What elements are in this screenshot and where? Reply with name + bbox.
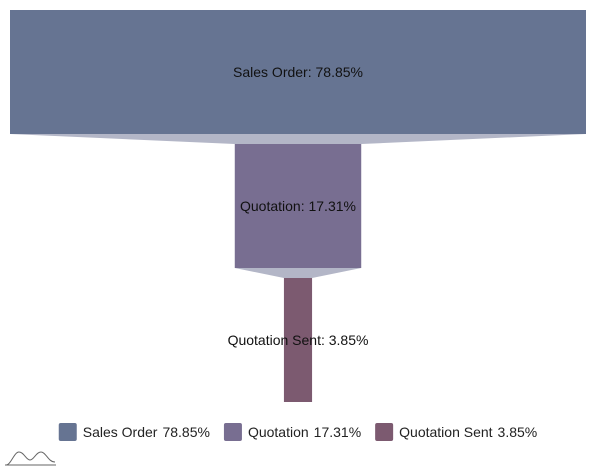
legend-label: Quotation bbox=[248, 424, 309, 440]
funnel-bar bbox=[10, 10, 586, 134]
funnel-bars bbox=[10, 10, 586, 402]
chart-logo-icon bbox=[5, 451, 56, 466]
legend-item: Quotation Sent 3.85% bbox=[375, 423, 537, 441]
legend-swatch bbox=[223, 423, 242, 441]
legend-item: Quotation 17.31% bbox=[223, 423, 361, 441]
legend-value: 3.85% bbox=[498, 424, 538, 440]
legend: Sales Order 78.85% Quotation 17.31% Quotatio… bbox=[58, 423, 537, 441]
legend-label: Quotation Sent bbox=[399, 424, 493, 440]
legend-item: Sales Order 78.85% bbox=[58, 423, 210, 441]
funnel-connector bbox=[234, 268, 362, 278]
stage-label: Quotation: 17.31% bbox=[240, 198, 356, 214]
funnel-bar bbox=[283, 278, 313, 402]
funnel-bar bbox=[234, 144, 362, 268]
legend-value: 17.31% bbox=[314, 424, 361, 440]
funnel-connector bbox=[10, 134, 586, 144]
funnel-labels: Sales Order: 78.85% Quotation: 17.31% Quot… bbox=[228, 64, 369, 348]
stage-label: Quotation Sent: 3.85% bbox=[228, 332, 369, 348]
stage-label: Sales Order: 78.85% bbox=[233, 64, 363, 80]
legend-swatch bbox=[375, 423, 394, 441]
legend-value: 78.85% bbox=[162, 424, 209, 440]
legend-label: Sales Order bbox=[83, 424, 158, 440]
legend-swatch bbox=[58, 423, 77, 441]
funnel-connectors bbox=[10, 134, 586, 278]
